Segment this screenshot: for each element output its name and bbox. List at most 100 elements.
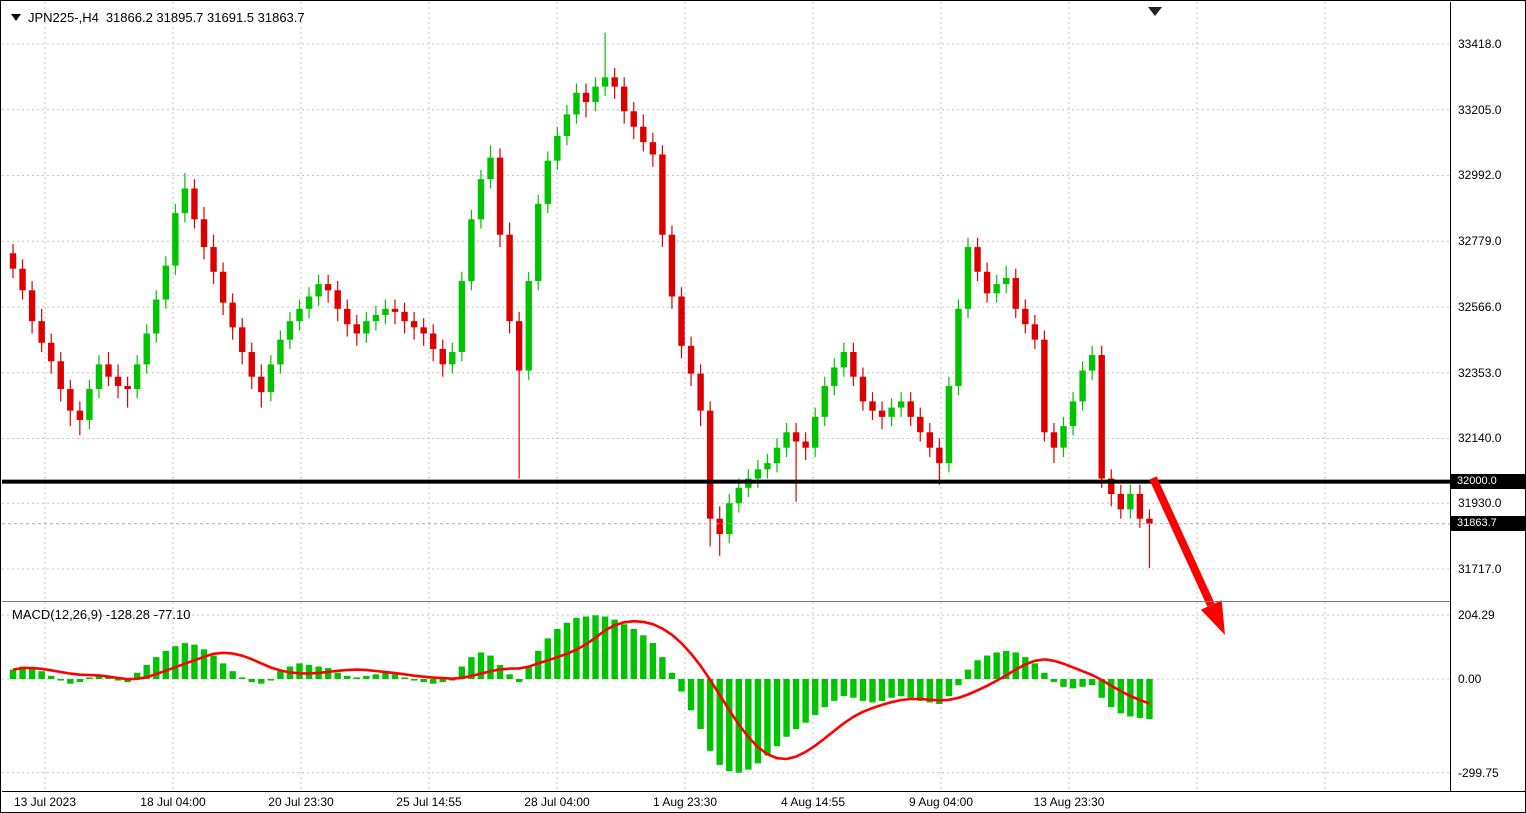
- macd-histogram-bar: [353, 677, 360, 679]
- candle-body: [1108, 478, 1115, 494]
- candle-body: [496, 157, 504, 235]
- macd-histogram-bar: [1060, 679, 1067, 687]
- macd-histogram-bar: [239, 677, 246, 679]
- price-chart[interactable]: [2, 2, 1450, 601]
- candle-body: [955, 308, 962, 386]
- symbol-dropdown-icon: [11, 14, 21, 21]
- candle-body: [506, 234, 513, 322]
- candle-body: [525, 281, 532, 371]
- macd-histogram-bar: [773, 679, 781, 747]
- candle-body: [200, 219, 208, 248]
- candle-body: [649, 142, 657, 155]
- macd-histogram-bar: [1050, 679, 1058, 683]
- candle-body: [993, 284, 1000, 294]
- macd-histogram-bar: [334, 672, 341, 679]
- candle-body: [573, 92, 580, 115]
- candle-body: [850, 352, 857, 377]
- macd-histogram-bar: [764, 679, 771, 756]
- time-axis-label: 20 Jul 23:30: [268, 795, 334, 809]
- macd-chart[interactable]: [2, 602, 1450, 791]
- candle-body: [420, 327, 427, 334]
- candle-body: [563, 114, 571, 136]
- candle-body: [544, 160, 551, 204]
- candle-body: [1117, 494, 1124, 510]
- time-axis[interactable]: [2, 792, 1450, 812]
- time-axis-label: 1 Aug 23:30: [652, 795, 718, 809]
- candle-body: [162, 265, 169, 300]
- macd-histogram-bar: [296, 663, 303, 679]
- candle-body: [936, 447, 943, 464]
- horizontal-line-32000[interactable]: [2, 479, 1450, 484]
- macd-histogram-bar: [840, 679, 848, 697]
- macd-histogram-bar: [955, 679, 962, 686]
- macd-histogram-bar: [1146, 679, 1153, 720]
- chart-shift-icon[interactable]: [1148, 7, 1162, 16]
- candle-body: [783, 432, 790, 448]
- candle-body: [324, 284, 332, 291]
- macd-axis-tick: 204.29: [1458, 608, 1495, 623]
- candle-body: [477, 179, 485, 220]
- macd-histogram-bar: [28, 668, 36, 679]
- macd-histogram-bar: [601, 616, 609, 679]
- macd-histogram-bar: [496, 664, 504, 679]
- ohlc-values: 31866.2 31895.7 31691.5 31863.7: [105, 10, 305, 25]
- macd-histogram-bar: [802, 679, 809, 723]
- price-axis-tick: 31717.0: [1458, 562, 1502, 576]
- macd-histogram-bar: [993, 652, 1000, 679]
- macd-histogram-bar: [401, 677, 408, 679]
- candle-body: [487, 157, 494, 180]
- candle-body: [133, 364, 141, 390]
- candle-body: [592, 86, 599, 103]
- candle-body: [706, 410, 714, 519]
- candle-body: [716, 518, 723, 535]
- right-axis-area[interactable]: [1451, 2, 1525, 791]
- macd-axis-tick: 0.00: [1458, 672, 1482, 686]
- macd-histogram-bar: [114, 679, 122, 681]
- price-axis-tick: 33418.0: [1458, 37, 1502, 51]
- time-axis-label: 25 Jul 14:55: [396, 795, 462, 809]
- candle-body: [286, 321, 294, 340]
- macd-histogram-bar: [344, 675, 351, 679]
- candle-body: [57, 361, 64, 390]
- price-axis-tick: 32779.0: [1458, 234, 1502, 249]
- candle-body: [95, 364, 103, 390]
- macd-signal-line: [12, 619, 1150, 761]
- price-axis-tick: 32140.0: [1458, 431, 1502, 446]
- macd-histogram-bar: [153, 657, 160, 679]
- price-line-badge: 32000.0: [1451, 474, 1525, 490]
- candle-body: [67, 389, 74, 411]
- macd-histogram-bar: [706, 679, 714, 751]
- macd-histogram-bar: [964, 669, 972, 679]
- candle-body: [735, 487, 742, 504]
- candle-body: [315, 284, 322, 297]
- macd-histogram-bar: [659, 657, 666, 679]
- candle-body: [76, 410, 84, 420]
- macd-histogram-bar: [630, 629, 637, 679]
- candle-body: [38, 321, 45, 343]
- candle-body: [1136, 494, 1144, 519]
- macd-indicator-label: MACD(12,26,9) -128.28 -77.10: [12, 607, 191, 622]
- candle-body: [582, 92, 590, 103]
- candle-body: [535, 203, 542, 282]
- macd-histogram-bar: [267, 679, 275, 681]
- candle-body: [1031, 324, 1039, 340]
- macd-histogram-bar: [525, 666, 532, 679]
- candle-body: [897, 401, 905, 408]
- macd-histogram-bar: [1003, 650, 1010, 679]
- macd-histogram-bar: [248, 679, 255, 683]
- macd-histogram-bar: [48, 675, 55, 679]
- candle-body: [430, 333, 437, 349]
- macd-histogram-bar: [172, 646, 179, 679]
- candle-body: [401, 311, 408, 322]
- macd-histogram-bar: [200, 649, 208, 679]
- candle-body: [439, 348, 446, 365]
- candle-body: [114, 376, 122, 386]
- macd-histogram-bar: [754, 679, 762, 764]
- panel-divider[interactable]: [2, 601, 1450, 602]
- macd-histogram-bar: [439, 679, 446, 683]
- macd-histogram-bar: [783, 679, 790, 737]
- candle-body: [926, 432, 933, 448]
- macd-histogram-bar: [210, 655, 217, 679]
- macd-histogram-bar: [907, 679, 914, 698]
